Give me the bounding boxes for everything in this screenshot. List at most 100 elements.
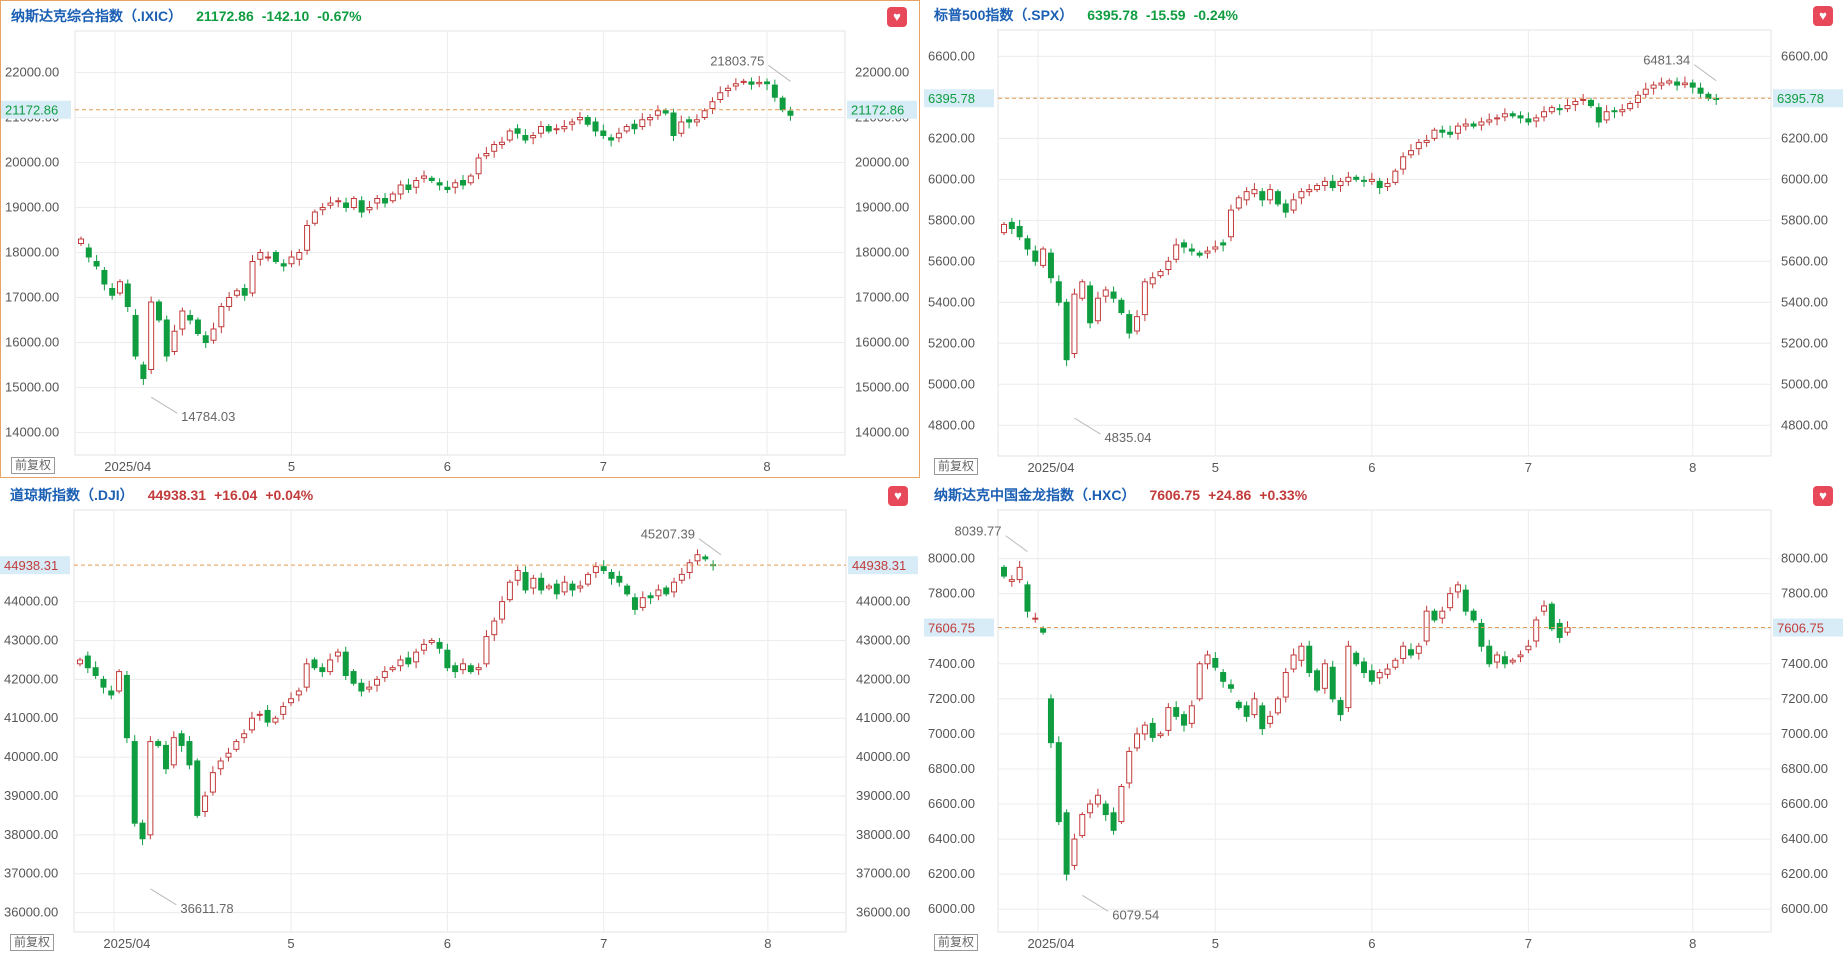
y-tick-label-right: 20000.00	[855, 155, 909, 170]
y-tick-label-right: 6400.00	[1781, 831, 1828, 846]
candle	[1094, 297, 1101, 322]
x-tick-label: 8	[764, 936, 771, 951]
candle	[420, 643, 427, 651]
candle	[233, 290, 240, 296]
candle	[265, 256, 272, 259]
candle	[1431, 129, 1438, 139]
price-adjust-button[interactable]: 前复权	[10, 934, 55, 951]
candle	[624, 585, 631, 595]
heart-icon[interactable]: ♥	[1813, 6, 1833, 26]
candle	[444, 186, 451, 190]
candle	[116, 671, 123, 692]
price-adjust-button[interactable]: 前复权	[934, 934, 979, 951]
candle	[460, 180, 466, 186]
candle	[701, 110, 708, 118]
y-tick-label-left: 8000.00	[928, 551, 975, 566]
candle	[132, 315, 139, 357]
candle	[1298, 191, 1305, 199]
candle	[397, 184, 404, 195]
candle	[1220, 242, 1227, 246]
index-name[interactable]: 纳斯达克综合指数（.IXIC）	[11, 8, 183, 24]
heart-icon[interactable]: ♥	[888, 486, 908, 506]
chart-panel-dji[interactable]: 36000.00 36000.00 37000.00 37000.00 38000.00…	[0, 480, 920, 954]
y-tick-label-right: 39000.00	[856, 788, 910, 803]
y-tick-label-left: 41000.00	[4, 710, 58, 725]
price-adjust-button[interactable]: 前复权	[11, 457, 56, 474]
candle	[264, 709, 271, 723]
candle	[1353, 176, 1360, 180]
candle	[1267, 189, 1274, 201]
candle	[1447, 593, 1454, 609]
y-tick-label-right: 5600.00	[1781, 253, 1828, 268]
heart-icon[interactable]: ♥	[1813, 486, 1833, 506]
candle	[202, 795, 209, 813]
index-name[interactable]: 道琼斯指数（.DJI）	[10, 487, 134, 503]
y-tick-label-left: 6800.00	[928, 761, 975, 776]
x-tick-label: 2025/04	[1027, 460, 1074, 475]
candle	[686, 562, 693, 573]
chart-panel-ixic[interactable]: 14000.00 14000.00 15000.00 15000.00 16000.00…	[0, 0, 920, 478]
candle	[179, 310, 186, 330]
y-tick-label-right: 42000.00	[856, 671, 910, 686]
chart-panel-hxc[interactable]: 6000.00 6000.00 6200.00 6200.00 6400.00 6400.…	[924, 480, 1845, 954]
candle	[256, 713, 263, 716]
candle	[1071, 838, 1078, 866]
candle	[1282, 203, 1289, 213]
candle	[1079, 814, 1086, 837]
ref-label-right-bg	[1773, 89, 1843, 108]
candle	[1141, 724, 1148, 735]
candle	[1423, 139, 1430, 143]
candle	[1400, 645, 1407, 660]
candle	[1376, 672, 1383, 679]
candle	[210, 328, 217, 341]
candle	[93, 261, 100, 267]
candle	[1032, 250, 1039, 262]
chart-header: 纳斯达克综合指数（.IXIC） 21172.86 -142.10 -0.67%	[11, 7, 362, 25]
y-tick-label-left: 19000.00	[5, 200, 59, 215]
annotation-leader	[150, 396, 178, 414]
candlestick-chart: 4800.00 4800.00 5000.00 5000.00 5200.00 5200.…	[924, 29, 1843, 475]
y-tick-label-right: 6200.00	[1781, 130, 1828, 145]
candle	[226, 297, 233, 307]
candle	[1047, 252, 1054, 279]
candle	[389, 193, 396, 202]
candle	[1501, 656, 1508, 665]
y-tick-label-right: 6600.00	[1781, 48, 1828, 63]
y-tick-label-left: 20000.00	[5, 155, 59, 170]
candle	[1001, 566, 1007, 577]
x-tick-label: 5	[288, 459, 295, 474]
candle	[1055, 281, 1062, 303]
candle	[655, 589, 662, 597]
price-adjust-button[interactable]: 前复权	[934, 458, 979, 475]
y-tick-label-left: 6600.00	[928, 796, 975, 811]
y-tick-label-right: 6000.00	[1781, 901, 1828, 916]
last-price: 7606.75	[1149, 487, 1201, 503]
candle	[467, 665, 474, 673]
y-tick-label-left: 6000.00	[928, 901, 975, 916]
candle	[740, 80, 747, 83]
candle	[1063, 812, 1070, 875]
candle	[1525, 645, 1532, 651]
candle	[350, 671, 357, 684]
chart-panel-spx[interactable]: 4800.00 4800.00 5000.00 5000.00 5200.00 5200.…	[924, 0, 1845, 478]
candle	[366, 207, 373, 211]
candle	[1267, 715, 1274, 724]
y-tick-label-right: 17000.00	[855, 290, 909, 305]
candle	[405, 184, 412, 190]
candle	[1087, 803, 1094, 814]
price-change: +24.86	[1208, 487, 1252, 503]
candle	[1423, 610, 1430, 642]
candle	[1227, 684, 1234, 689]
index-name[interactable]: 标普500指数（.SPX）	[934, 7, 1074, 23]
plot-area	[74, 30, 846, 456]
candle	[1564, 627, 1571, 633]
x-tick-label: 5	[1212, 460, 1219, 475]
y-tick-label-left: 36000.00	[4, 905, 58, 920]
candle	[1509, 113, 1516, 117]
candle	[1541, 605, 1548, 612]
ref-label-left: 7606.75	[928, 621, 975, 636]
heart-icon[interactable]: ♥	[887, 7, 907, 27]
candle	[218, 306, 225, 328]
index-name[interactable]: 纳斯达克中国金龙指数（.HXC）	[934, 487, 1136, 503]
candle	[1556, 622, 1563, 638]
